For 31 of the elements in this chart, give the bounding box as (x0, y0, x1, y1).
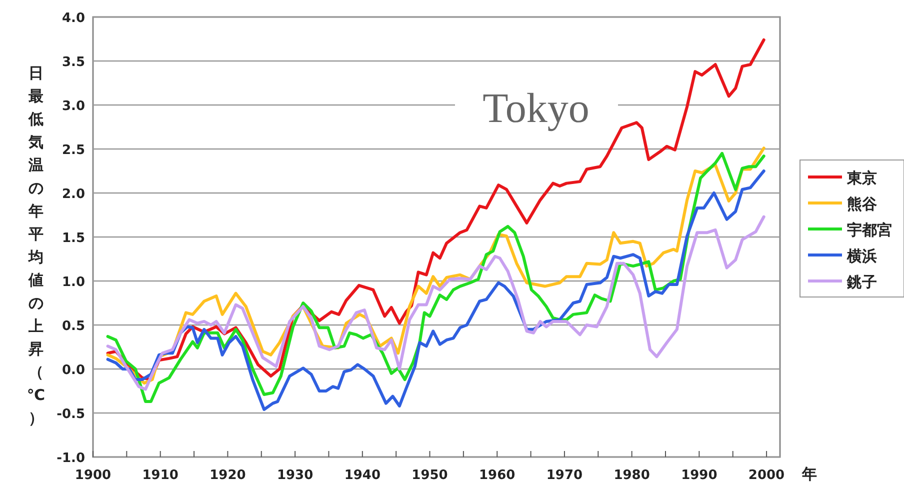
y-tick-label: 1.5 (62, 231, 85, 246)
x-tick-label: 2000 (748, 468, 785, 483)
line-series (106, 215, 766, 391)
legend-label: 東京 (846, 169, 877, 187)
x-tick-label: 1980 (614, 468, 650, 483)
annotation: Tokyo (482, 86, 590, 132)
y-tick-label: 3.5 (62, 55, 85, 70)
legend-label: 横浜 (846, 247, 877, 265)
legend-label: 熊谷 (847, 195, 878, 213)
y-tick-label: 2.0 (62, 187, 85, 202)
x-tick-label: 1970 (546, 468, 583, 483)
x-tick-label: 1940 (344, 468, 381, 483)
x-tick-label: 1910 (142, 468, 178, 483)
x-axis-title: 年 (801, 465, 817, 483)
legend-label: 宇都宮 (847, 221, 892, 239)
y-tick-label: 2.5 (62, 143, 85, 158)
x-tick-label: 1920 (210, 468, 246, 483)
x-tick-label: 1950 (412, 468, 448, 483)
x-tick-label: 1990 (681, 468, 718, 483)
y-tick-label: 0.5 (62, 319, 85, 334)
y-tick-label: 3.0 (62, 99, 85, 114)
x-tick-label: 1930 (276, 468, 314, 483)
x-tick-label: 1960 (479, 468, 516, 483)
text: 日最低気温の年平均値の上昇（℃） (26, 64, 46, 427)
y-tick-label: 1.0 (62, 275, 85, 290)
legend-label: 銚子 (846, 273, 877, 291)
y-tick-label: 4.0 (62, 11, 85, 26)
y-tick-label: 0.0 (62, 363, 85, 378)
y-tick-label: -0.5 (56, 407, 85, 422)
x-tick-label: 1900 (74, 468, 112, 483)
y-tick-label: -1.0 (56, 451, 85, 466)
